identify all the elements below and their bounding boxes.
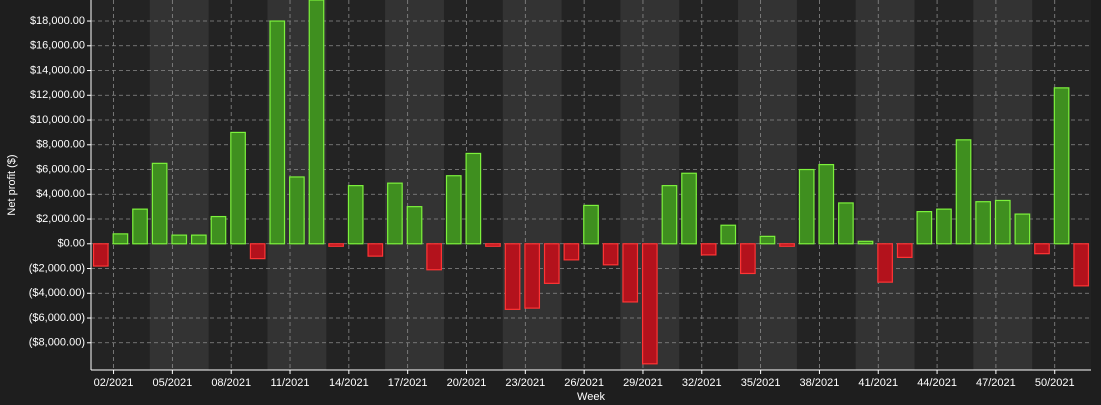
bar: [740, 243, 756, 275]
bar: [210, 215, 227, 245]
y-tick-label: $18,000.00: [30, 15, 85, 27]
x-tick-label: 47/2021: [976, 377, 1016, 389]
bar: [367, 243, 384, 257]
bar: [857, 240, 874, 245]
bar: [289, 176, 305, 245]
x-tick-label: 20/2021: [447, 377, 487, 389]
bar: [269, 20, 286, 245]
y-tick-label: $10,000.00: [30, 114, 85, 126]
bar: [347, 185, 364, 245]
bar: [720, 224, 737, 245]
y-tick-label: $12,000.00: [30, 89, 85, 101]
bar: [661, 185, 678, 245]
bar: [406, 206, 423, 245]
bar: [975, 201, 992, 245]
bar: [936, 208, 952, 245]
bar: [896, 243, 913, 258]
plot-area: [91, 0, 1091, 370]
x-tick-label: 32/2021: [682, 377, 722, 389]
bar: [700, 243, 717, 256]
y-tick-label: $14,000.00: [30, 64, 85, 76]
x-tick-label: 29/2021: [623, 377, 663, 389]
x-tick-label: 02/2021: [94, 377, 134, 389]
x-tick-label: 11/2021: [271, 377, 310, 389]
bar: [426, 243, 442, 271]
y-tick-label: $2,000.00: [36, 213, 85, 225]
x-tick-label: 41/2021: [858, 377, 898, 389]
bar: [230, 131, 246, 245]
bar: [132, 208, 148, 245]
x-tick-label: 38/2021: [800, 377, 840, 389]
bar: [1073, 243, 1090, 287]
y-tick-label: ($2,000.00): [29, 262, 85, 274]
y-axis-title: Net profit ($): [6, 154, 18, 215]
bar: [92, 243, 109, 267]
bar: [563, 243, 580, 261]
bar: [818, 163, 835, 245]
y-tick-label: $16,000.00: [30, 40, 85, 52]
x-tick-label: 44/2021: [917, 377, 957, 389]
bar: [779, 243, 795, 247]
bar: [622, 243, 639, 303]
shaded-band: [738, 0, 797, 370]
x-tick-label: 23/2021: [505, 377, 545, 389]
bar: [328, 243, 344, 247]
bar: [151, 162, 168, 245]
bar: [955, 139, 972, 245]
bar: [583, 204, 599, 245]
bar: [171, 234, 188, 245]
bar: [838, 202, 854, 245]
bar: [504, 243, 521, 310]
bar: [1053, 87, 1070, 245]
x-tick-label: 14/2021: [329, 377, 369, 389]
bar: [308, 0, 325, 245]
shaded-band: [973, 0, 1033, 370]
x-axis-title: Week: [577, 391, 605, 403]
y-tick-label: $6,000.00: [36, 163, 85, 175]
bar: [602, 243, 619, 266]
x-tick-label: 17/2021: [388, 377, 428, 389]
bar: [485, 243, 501, 247]
bar: [681, 172, 697, 245]
bar: [994, 199, 1011, 245]
x-tick-label: 50/2021: [1035, 377, 1075, 389]
bar: [445, 175, 462, 245]
bar: [249, 243, 266, 260]
bar: [465, 152, 482, 245]
y-tick-label: ($6,000.00): [29, 312, 85, 324]
bar: [1034, 243, 1050, 255]
bar: [524, 243, 541, 309]
x-tick-label: 35/2021: [741, 377, 781, 389]
y-tick-label: ($8,000.00): [29, 337, 85, 349]
bar: [641, 243, 658, 365]
bar: [543, 243, 560, 284]
y-tick-label: ($4,000.00): [29, 287, 85, 299]
y-tick-label: $0.00: [57, 238, 85, 250]
bar: [759, 235, 776, 245]
y-tick-label: $4,000.00: [36, 188, 85, 200]
shaded-band: [855, 0, 915, 370]
bar: [112, 233, 129, 245]
shaded-band: [502, 0, 562, 370]
x-tick-label: 08/2021: [211, 377, 251, 389]
bar: [387, 182, 403, 245]
x-tick-label: 05/2021: [152, 377, 192, 389]
bar: [916, 211, 933, 245]
bar: [798, 168, 815, 245]
x-tick-label: 26/2021: [564, 377, 604, 389]
y-tick-label: $8,000.00: [36, 139, 85, 151]
bar: [877, 243, 893, 283]
bar: [190, 234, 207, 245]
bar: [1014, 213, 1031, 245]
